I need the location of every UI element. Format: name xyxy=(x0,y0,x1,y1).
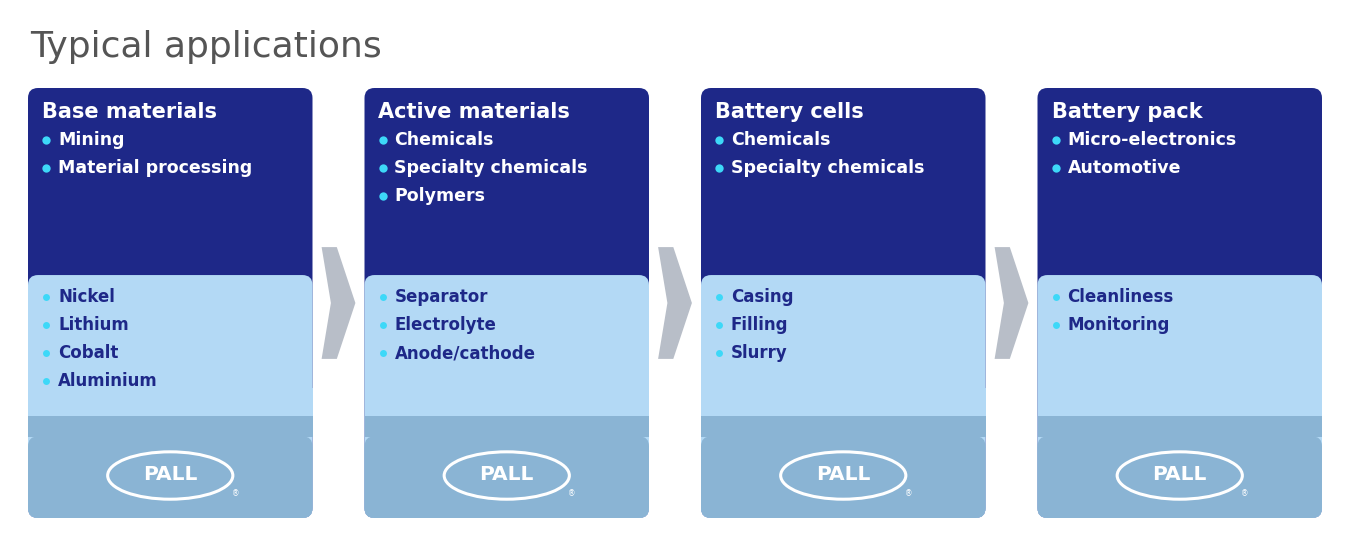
Text: ®: ® xyxy=(1241,489,1249,498)
Text: Mining: Mining xyxy=(58,131,124,149)
Text: Nickel: Nickel xyxy=(58,288,115,306)
Text: Electrolyte: Electrolyte xyxy=(394,316,497,334)
Bar xyxy=(364,388,649,436)
Text: Cobalt: Cobalt xyxy=(58,344,119,362)
Text: PALL: PALL xyxy=(815,465,871,484)
Polygon shape xyxy=(657,247,693,359)
Text: Chemicals: Chemicals xyxy=(730,131,830,149)
Text: PALL: PALL xyxy=(479,465,535,484)
Bar xyxy=(701,416,986,437)
Text: Filling: Filling xyxy=(730,316,788,334)
FancyBboxPatch shape xyxy=(364,275,649,518)
Text: Monitoring: Monitoring xyxy=(1068,316,1170,334)
FancyBboxPatch shape xyxy=(1038,88,1322,518)
FancyBboxPatch shape xyxy=(701,275,986,518)
Text: ®: ® xyxy=(568,489,575,498)
Bar xyxy=(1038,388,1322,436)
FancyBboxPatch shape xyxy=(364,436,649,518)
Polygon shape xyxy=(995,247,1029,359)
Bar xyxy=(28,388,312,436)
FancyBboxPatch shape xyxy=(28,275,312,518)
FancyBboxPatch shape xyxy=(28,436,312,518)
Text: Base materials: Base materials xyxy=(42,102,217,122)
FancyBboxPatch shape xyxy=(701,436,986,518)
Bar xyxy=(701,388,986,436)
Text: Slurry: Slurry xyxy=(730,344,788,362)
FancyBboxPatch shape xyxy=(1038,436,1322,518)
Text: PALL: PALL xyxy=(143,465,197,484)
Text: PALL: PALL xyxy=(1153,465,1207,484)
Text: Specialty chemicals: Specialty chemicals xyxy=(730,159,925,177)
Text: Specialty chemicals: Specialty chemicals xyxy=(394,159,589,177)
Text: Anode/cathode: Anode/cathode xyxy=(394,344,536,362)
Bar xyxy=(1038,416,1322,437)
Text: Active materials: Active materials xyxy=(378,102,570,122)
Text: Battery pack: Battery pack xyxy=(1052,102,1202,122)
Text: Typical applications: Typical applications xyxy=(30,30,382,64)
Bar xyxy=(28,416,312,437)
Text: Material processing: Material processing xyxy=(58,159,252,177)
Text: Casing: Casing xyxy=(730,288,794,306)
FancyBboxPatch shape xyxy=(1038,275,1322,518)
Text: ®: ® xyxy=(232,489,239,498)
Text: Cleanliness: Cleanliness xyxy=(1068,288,1173,306)
Text: Aluminium: Aluminium xyxy=(58,372,158,390)
Text: Chemicals: Chemicals xyxy=(394,131,494,149)
Text: Polymers: Polymers xyxy=(394,187,486,205)
Bar xyxy=(364,416,649,437)
Text: ®: ® xyxy=(904,489,913,498)
FancyBboxPatch shape xyxy=(701,88,986,518)
Text: Battery cells: Battery cells xyxy=(716,102,864,122)
Text: Automotive: Automotive xyxy=(1068,159,1181,177)
Text: Lithium: Lithium xyxy=(58,316,128,334)
Polygon shape xyxy=(321,247,355,359)
FancyBboxPatch shape xyxy=(28,88,312,518)
FancyBboxPatch shape xyxy=(364,88,649,518)
Text: Separator: Separator xyxy=(394,288,487,306)
Text: Micro-electronics: Micro-electronics xyxy=(1068,131,1237,149)
